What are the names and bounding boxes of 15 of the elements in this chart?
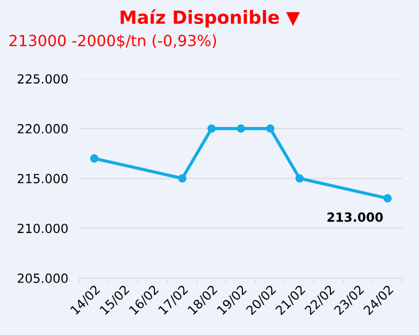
y-tick-label: 215.000 xyxy=(18,174,68,184)
y-tick-label: 210.000 xyxy=(18,224,68,234)
chart-subtitle: 213000 -2000$/tn (-0,93%) xyxy=(10,34,216,48)
y-tick-label: 205.000 xyxy=(18,274,68,283)
chart-title: Maíz Disponible ▼ xyxy=(120,9,300,28)
point xyxy=(295,174,304,183)
point xyxy=(178,174,186,183)
point xyxy=(383,194,392,202)
point xyxy=(90,154,98,163)
y-tick-label: 220.000 xyxy=(18,124,68,134)
point xyxy=(236,124,246,133)
point xyxy=(266,124,274,133)
y-tick-label: 225.000 xyxy=(18,74,68,84)
annotation: 213.000 xyxy=(327,212,383,222)
point xyxy=(207,124,216,133)
